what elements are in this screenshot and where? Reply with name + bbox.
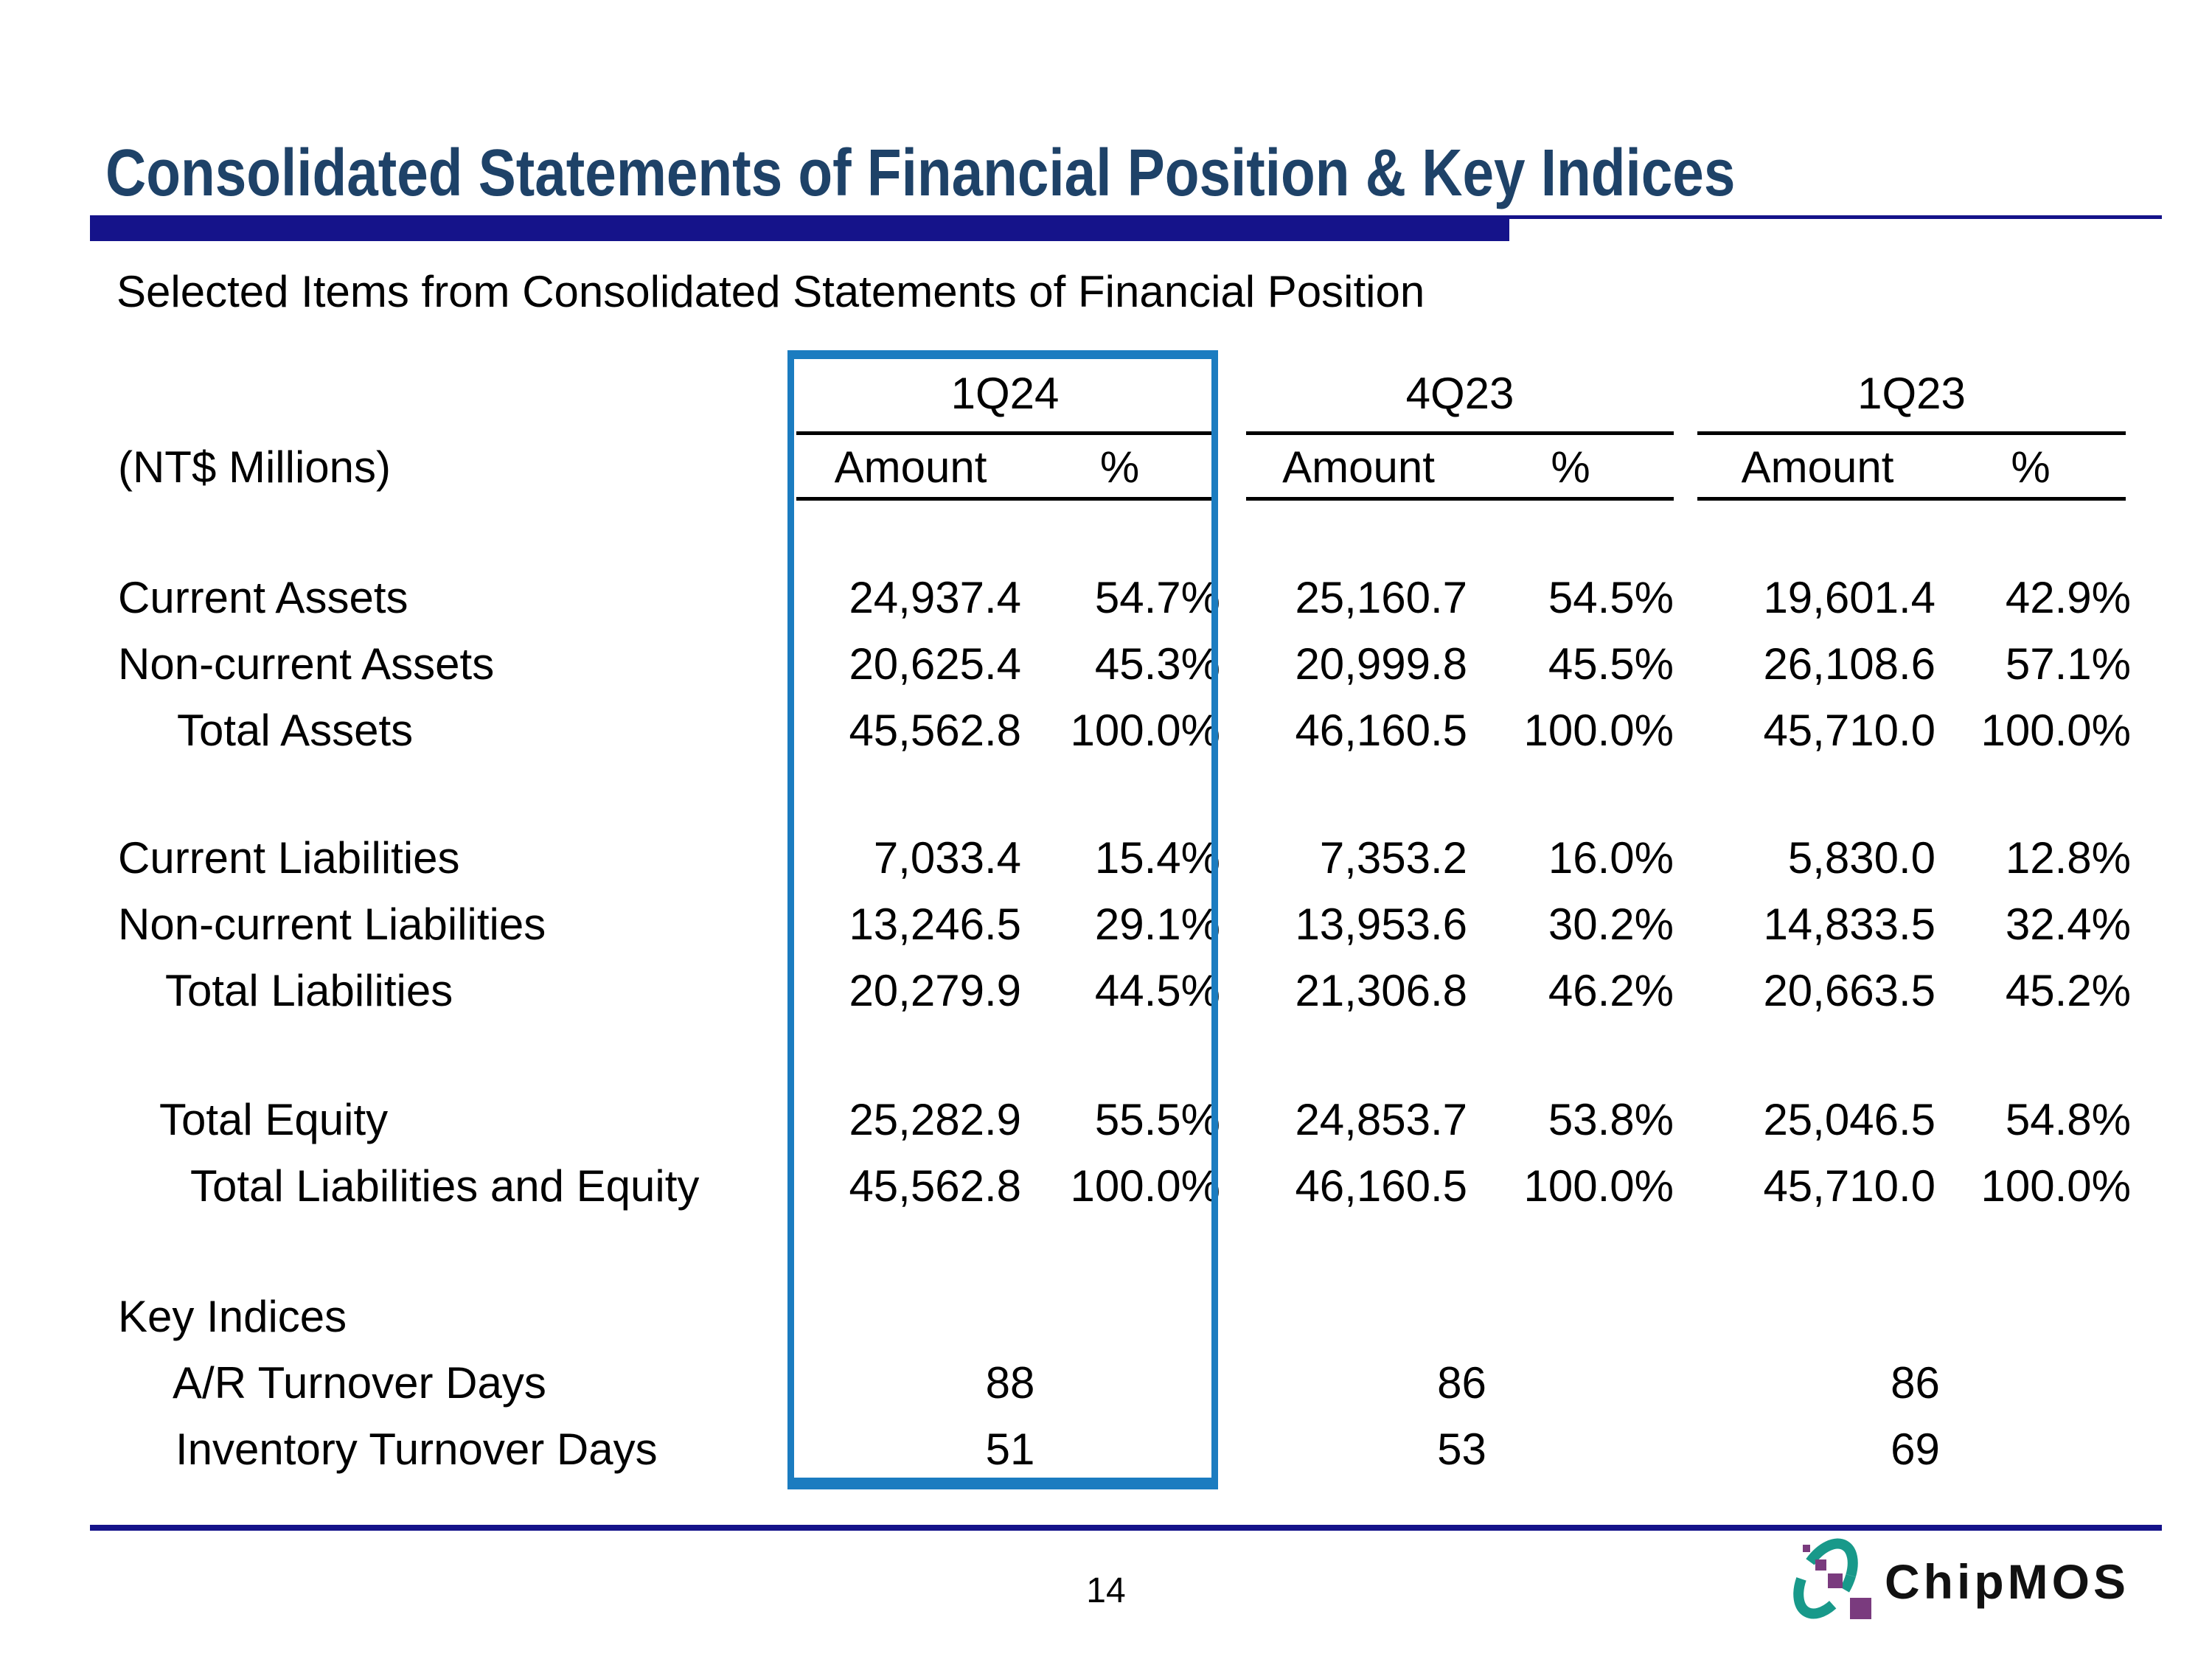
table-cell: 25,282.9	[849, 1094, 1021, 1144]
table-cell: 29.1%	[1094, 899, 1220, 949]
row-label: Inventory Turnover Days	[175, 1424, 658, 1474]
amount-column-header: Amount	[1282, 442, 1435, 492]
table-cell: 19,601.4	[1763, 572, 1935, 622]
percent-column-header: %	[1551, 442, 1590, 492]
table-cell: 100.0%	[1070, 705, 1221, 755]
table-cell: 30.2%	[1548, 899, 1674, 949]
row-label: Current Assets	[118, 572, 408, 622]
table-cell: 51	[985, 1424, 1035, 1474]
table-cell: 24,937.4	[849, 572, 1021, 622]
table-cell: 42.9%	[2005, 572, 2131, 622]
financial-table: Current Assets 24,937.4 54.7% 25,160.7 54.5%…	[118, 564, 2131, 1482]
row-label: Current Liabilities	[118, 832, 460, 883]
header-underline	[796, 431, 1214, 435]
row-label: Key Indices	[118, 1291, 347, 1341]
row-label: Non-current Assets	[118, 639, 495, 689]
header-underline	[1246, 497, 1674, 501]
table-cell: 53	[1437, 1424, 1486, 1474]
table-cell: 53.8%	[1548, 1094, 1674, 1144]
table-cell: 57.1%	[2005, 639, 2131, 689]
table-cell: 86	[1891, 1357, 1940, 1408]
chipmos-logo-icon	[1793, 1538, 1871, 1619]
table-cell: 88	[985, 1357, 1035, 1408]
table-cell: 100.0%	[1523, 1161, 1674, 1211]
page-number: 14	[1086, 1571, 1126, 1610]
table-cell: 45,710.0	[1763, 705, 1935, 755]
quarter-header-4Q23: 4Q23	[1405, 368, 1514, 418]
quarter-header-1Q24: 1Q24	[950, 368, 1060, 418]
table-cell: 21,306.8	[1295, 965, 1467, 1015]
percent-column-header: %	[2011, 442, 2051, 492]
table-cell: 100.0%	[1523, 705, 1674, 755]
footer-rule	[90, 1525, 2162, 1531]
table-cell: 46,160.5	[1295, 705, 1467, 755]
units-label: (NT$ Millions)	[118, 442, 392, 492]
table-cell: 15.4%	[1094, 832, 1220, 883]
table-cell: 12.8%	[2005, 832, 2131, 883]
table-cell: 54.7%	[1094, 572, 1220, 622]
table-cell: 45.2%	[2005, 965, 2131, 1015]
title-underline-bar	[90, 215, 1509, 241]
table-cell: 32.4%	[2005, 899, 2131, 949]
table-cell: 26,108.6	[1763, 639, 1935, 689]
table-cell: 14,833.5	[1763, 899, 1935, 949]
amount-column-header: Amount	[834, 442, 987, 492]
table-cell: 25,160.7	[1295, 572, 1467, 622]
page-title: Consolidated Statements of Financial Pos…	[105, 136, 1736, 210]
table-cell: 69	[1891, 1424, 1940, 1474]
header-underline	[796, 497, 1214, 501]
quarter-header-1Q23: 1Q23	[1857, 368, 1966, 418]
table-cell: 5,830.0	[1787, 832, 1935, 883]
table-cell: 100.0%	[1980, 1161, 2132, 1211]
table-cell: 54.5%	[1548, 572, 1674, 622]
table-cell: 46,160.5	[1295, 1161, 1467, 1211]
table-cell: 16.0%	[1548, 832, 1674, 883]
table-cell: 13,246.5	[849, 899, 1021, 949]
table-cell: 45,710.0	[1763, 1161, 1935, 1211]
row-label: Total Equity	[159, 1094, 389, 1144]
table-cell: 7,353.2	[1319, 832, 1467, 883]
table-cell: 86	[1437, 1357, 1486, 1408]
header-underline	[1697, 497, 2126, 501]
table-cell: 45,562.8	[849, 705, 1021, 755]
table-cell: 7,033.4	[873, 832, 1021, 883]
spacer-row	[118, 1023, 2131, 1086]
table-cell: 20,999.8	[1295, 639, 1467, 689]
table-cell: 20,279.9	[849, 965, 1021, 1015]
chipmos-logo-text: ChipMOS	[1885, 1554, 2129, 1609]
table-cell: 13,953.6	[1295, 899, 1467, 949]
table-cell: 24,853.7	[1295, 1094, 1467, 1144]
row-label: Total Liabilities and Equity	[190, 1161, 700, 1211]
table-cell: 100.0%	[1070, 1161, 1221, 1211]
row-label: Total Liabilities	[165, 965, 453, 1015]
percent-column-header: %	[1099, 442, 1140, 492]
table-cell: 55.5%	[1094, 1094, 1220, 1144]
chipmos-logo: ChipMOS	[1788, 1538, 2129, 1625]
table-cell: 45,562.8	[849, 1161, 1021, 1211]
table-cell: 20,663.5	[1763, 965, 1935, 1015]
header-underline	[1697, 431, 2126, 435]
table-cell: 54.8%	[2005, 1094, 2131, 1144]
row-label: Total Assets	[177, 705, 414, 755]
header-underline	[1246, 431, 1674, 435]
row-label: Non-current Liabilities	[118, 899, 546, 949]
table-cell: 46.2%	[1548, 965, 1674, 1015]
row-label: A/R Turnover Days	[173, 1357, 546, 1408]
table-cell: 44.5%	[1094, 965, 1220, 1015]
amount-column-header: Amount	[1741, 442, 1894, 492]
slide-subtitle: Selected Items from Consolidated Stateme…	[116, 267, 1425, 316]
table-cell: 25,046.5	[1763, 1094, 1935, 1144]
table-cell: 45.3%	[1094, 639, 1220, 689]
table-cell: 20,625.4	[849, 639, 1021, 689]
spacer-row	[118, 1219, 2131, 1283]
table-cell: 100.0%	[1980, 705, 2132, 755]
table-cell: 45.5%	[1548, 639, 1674, 689]
spacer-row	[118, 763, 2131, 824]
